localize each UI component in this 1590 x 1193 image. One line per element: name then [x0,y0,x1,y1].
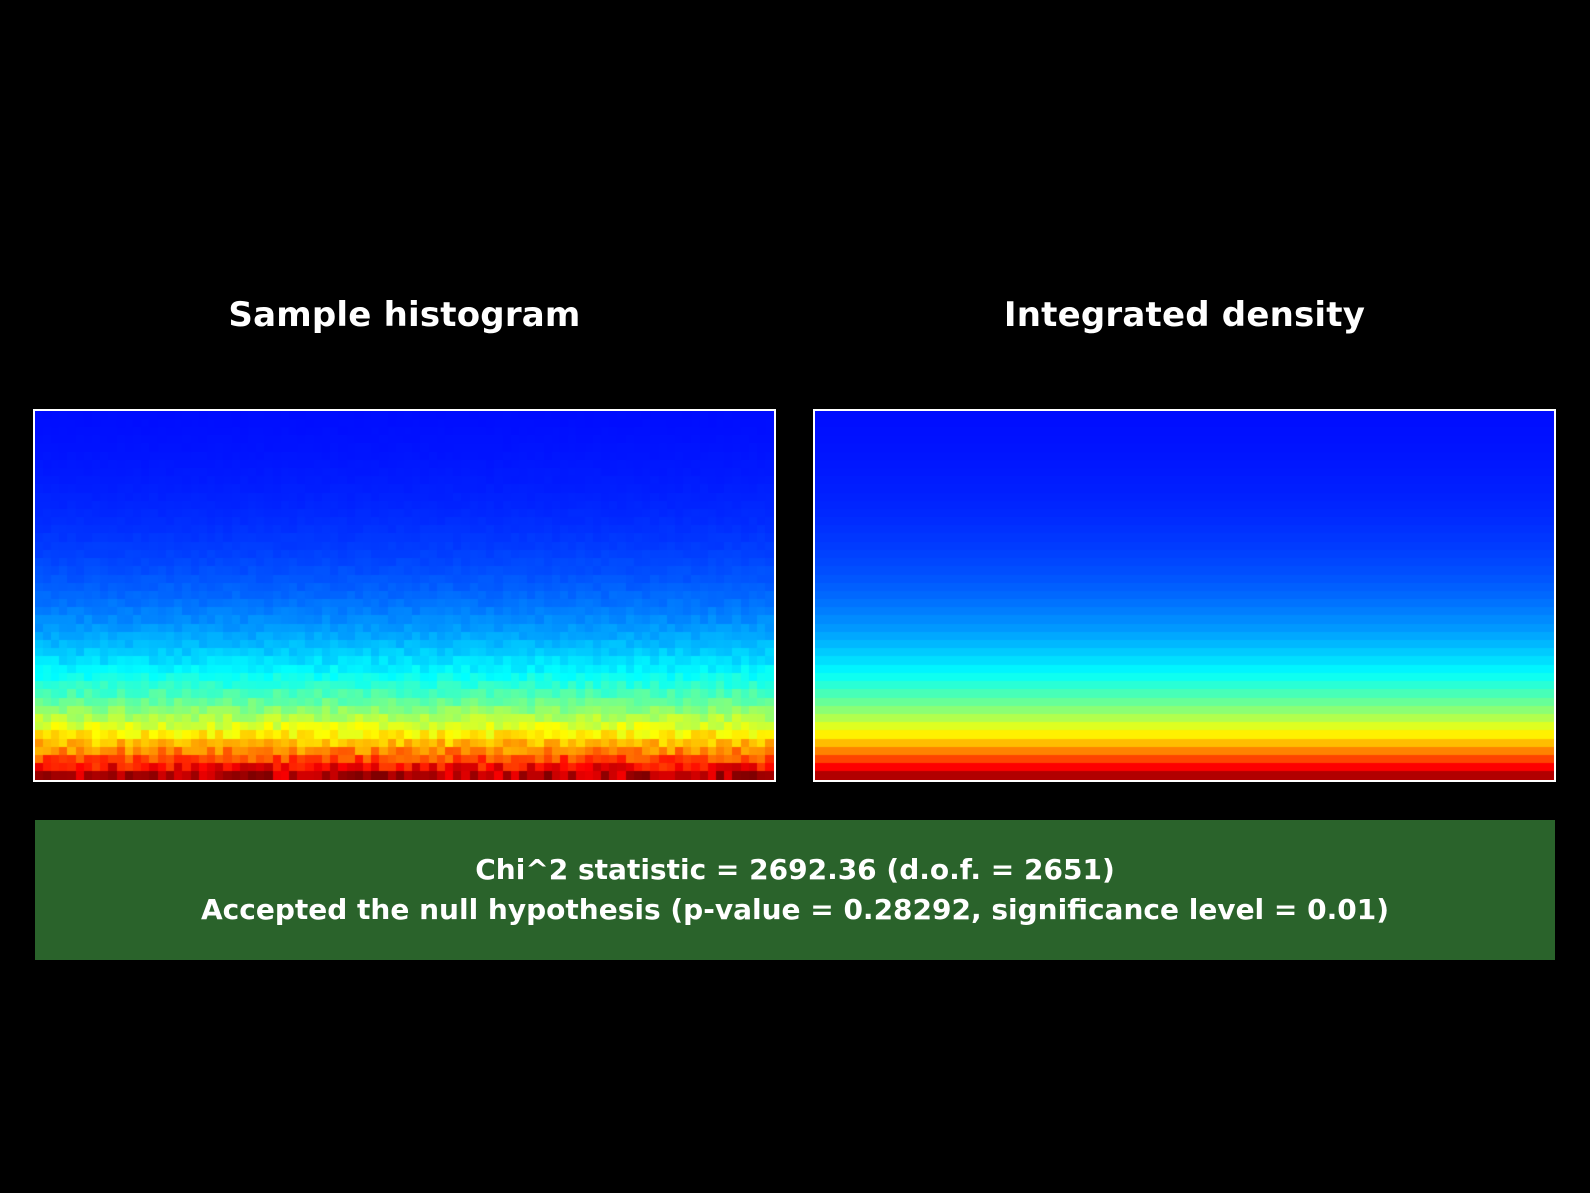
sample-histogram-title: Sample histogram [228,295,581,335]
integrated-density-heatmap [815,411,1554,780]
sample-histogram-plot [33,409,776,782]
test-result-panel: Chi^2 statistic = 2692.36 (d.o.f. = 2651… [35,820,1555,960]
hypothesis-result-text: Accepted the null hypothesis (p-value = … [200,893,1389,926]
integrated-density-plot [813,409,1556,782]
chi-square-statistic-text: Chi^2 statistic = 2692.36 (d.o.f. = 2651… [475,853,1115,886]
integrated-density-title: Integrated density [1003,295,1366,335]
sample-histogram-heatmap [35,411,774,780]
